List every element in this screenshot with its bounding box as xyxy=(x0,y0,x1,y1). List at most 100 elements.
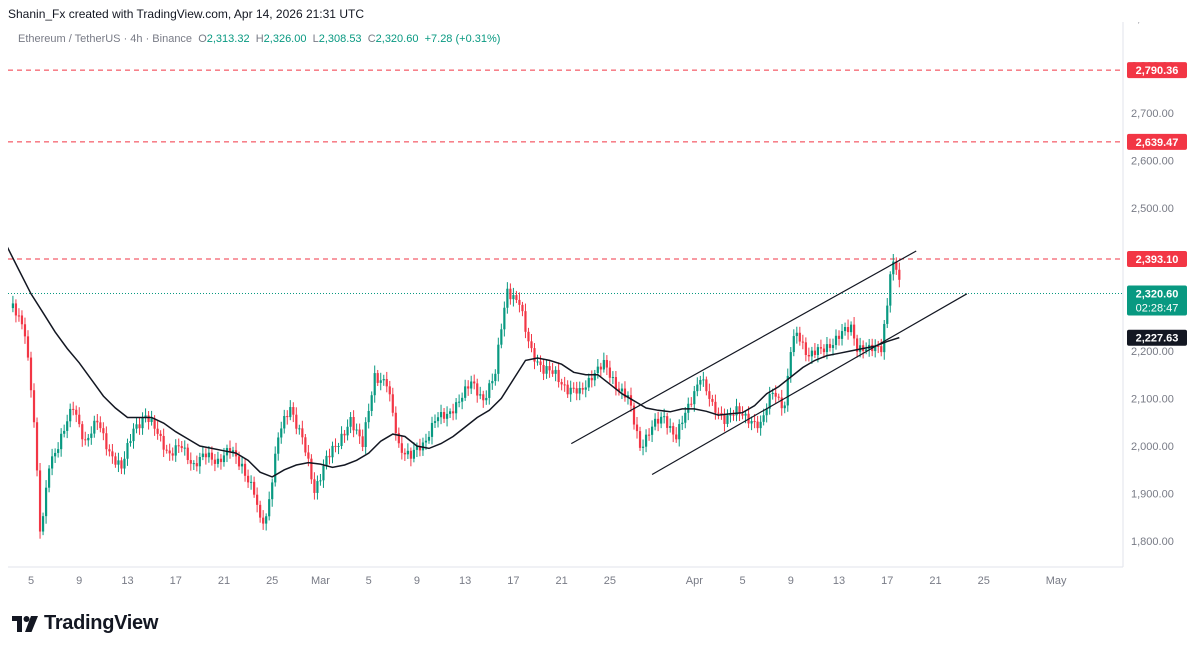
candle-body xyxy=(783,405,786,409)
candle-body xyxy=(102,428,105,434)
candle-body xyxy=(563,384,566,386)
candle-body xyxy=(162,435,165,450)
candle-body xyxy=(641,446,645,448)
level-price-label: 2,639.47 xyxy=(1136,137,1179,149)
y-axis[interactable]: 1,800.00 1,900.00 2,000.00 2,100.00 2,200.00… xyxy=(1131,22,1174,548)
x-tick-label: 9 xyxy=(788,575,794,587)
candle-body xyxy=(602,359,605,370)
candle-body xyxy=(301,428,304,438)
candle-body xyxy=(126,443,129,459)
candle-body xyxy=(461,397,464,402)
candle-body xyxy=(518,299,521,305)
tradingview-logo[interactable]: TradingView xyxy=(12,612,158,635)
open-key: O xyxy=(198,33,207,45)
candle-body xyxy=(494,373,497,382)
y-tick-label: 2,200.00 xyxy=(1131,346,1174,358)
candle-body xyxy=(23,324,27,337)
candle-body xyxy=(117,460,120,465)
candle-body xyxy=(123,458,126,469)
candle-body xyxy=(506,288,509,308)
candle-body xyxy=(527,331,530,342)
candle-body xyxy=(551,370,554,374)
close-value: 2,320.60 xyxy=(375,33,419,45)
channel-lower-trendline[interactable] xyxy=(651,293,968,476)
x-tick-label: 17 xyxy=(507,575,519,587)
candle-body xyxy=(777,396,780,398)
candle-body xyxy=(470,381,473,389)
candle-body xyxy=(340,433,343,447)
candle-body xyxy=(183,447,186,449)
candle-body xyxy=(445,413,449,419)
candle-body xyxy=(415,446,419,450)
candle-body xyxy=(156,428,159,434)
candle-body xyxy=(54,452,57,457)
candle-body xyxy=(210,452,213,460)
candle-body xyxy=(611,377,614,379)
candle-body xyxy=(358,429,361,437)
candle-body xyxy=(720,412,723,415)
candle-body xyxy=(458,401,461,403)
candle-body xyxy=(822,348,826,353)
x-axis[interactable]: 5 9 13 17 21 25 Mar 5 9 13 17 21 25 Apr 5 9 13 17 21 25 May xyxy=(28,575,1067,587)
channel-upper-trendline[interactable] xyxy=(570,250,917,445)
candle-body xyxy=(837,335,841,339)
candle-body xyxy=(319,480,322,482)
candle-body xyxy=(542,365,545,374)
candle-body xyxy=(237,456,241,467)
candle-body xyxy=(231,450,235,453)
candle-body xyxy=(644,434,648,447)
level-price-tag xyxy=(1127,251,1187,268)
candle-body xyxy=(219,458,223,463)
candle-body xyxy=(702,379,705,381)
candle-body xyxy=(99,422,102,429)
candle-body xyxy=(485,397,488,401)
candle-body xyxy=(738,406,741,414)
moving-average-line[interactable] xyxy=(8,156,900,478)
candle-body xyxy=(313,479,316,493)
candle-body xyxy=(120,460,123,469)
candle-body xyxy=(192,463,195,465)
high-key: H xyxy=(255,33,264,45)
candle-body xyxy=(771,392,774,395)
candle-body xyxy=(831,345,835,348)
candle-body xyxy=(898,269,901,280)
x-tick-label: 5 xyxy=(366,575,372,587)
candle-body xyxy=(650,426,654,435)
candle-body xyxy=(795,332,798,337)
candle-body xyxy=(81,424,84,440)
candle-body xyxy=(331,445,334,458)
candle-body xyxy=(578,388,581,394)
x-tick-label: 25 xyxy=(978,575,990,587)
candle-body xyxy=(572,387,575,389)
candle-body xyxy=(816,347,820,355)
plot-area[interactable] xyxy=(8,22,1124,568)
price-chart[interactable]: 1,800.00 1,900.00 2,000.00 2,100.00 2,200.00… xyxy=(8,22,1200,594)
candle-body xyxy=(729,414,732,416)
candle-body xyxy=(165,449,168,451)
candle-body xyxy=(325,455,328,466)
candle-body xyxy=(141,417,144,429)
candle-body xyxy=(150,418,153,422)
x-tick-label: 17 xyxy=(170,575,182,587)
y-tick-label: 2,700.00 xyxy=(1131,108,1174,120)
candle-body xyxy=(84,439,87,441)
x-tick-label: May xyxy=(1046,575,1067,587)
candle-body xyxy=(243,463,247,476)
x-tick-label: 25 xyxy=(266,575,278,587)
candle-body xyxy=(32,390,36,423)
x-tick-label: 21 xyxy=(556,575,568,587)
level-price-label: 2,790.36 xyxy=(1136,65,1179,77)
candle-body xyxy=(409,450,412,459)
candle-body xyxy=(545,366,548,374)
candle-body xyxy=(632,405,636,425)
candle-body xyxy=(382,379,385,381)
candle-body xyxy=(732,414,735,416)
candle-body xyxy=(684,412,687,423)
y-tick-label: 2,100.00 xyxy=(1131,393,1174,405)
change-value: +7.28 (+0.31%) xyxy=(424,33,501,45)
candle-body xyxy=(660,416,663,424)
candle-body xyxy=(711,398,714,402)
candle-body xyxy=(364,422,367,447)
candle-body xyxy=(756,421,759,429)
candle-body xyxy=(825,344,829,353)
